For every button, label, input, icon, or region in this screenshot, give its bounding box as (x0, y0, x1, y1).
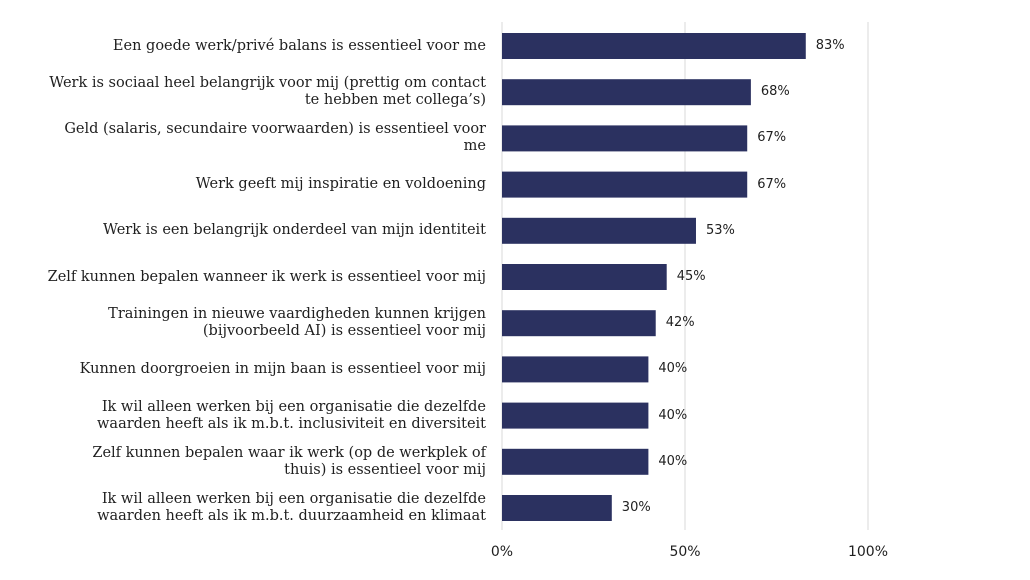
data-label: 68% (760, 84, 790, 100)
category-label: Werk is een belangrijk onderdeel van mij… (103, 222, 486, 239)
category-label: Werk geeft mij inspiratie en voldoening (195, 176, 486, 193)
data-label: 40% (658, 453, 688, 469)
bar (502, 125, 748, 152)
bar (502, 33, 806, 59)
category-label: Ik wil alleen werken bij een organisatie… (97, 491, 486, 524)
bar (502, 79, 751, 106)
bar (502, 402, 649, 429)
data-label: 30% (621, 500, 651, 515)
category-label: Trainingen in nieuwe vaardigheden kunnen… (108, 306, 486, 340)
category-label: Kunnen doorgroeien in mijn baan is essen… (79, 360, 486, 377)
bar (502, 171, 748, 198)
data-label: 42% (665, 315, 695, 331)
bar (502, 310, 656, 337)
category-label: Ik wil alleen werken bij een organisatie… (97, 398, 486, 432)
category-label: Zelf kunnen bepalen waar ik werk (op de … (92, 444, 486, 478)
data-label: 40% (658, 407, 688, 423)
data-label: 45% (676, 269, 706, 284)
x-tick-label: 100% (847, 544, 889, 560)
bar (502, 264, 667, 290)
x-tick-label: 50% (669, 544, 701, 560)
data-label: 67% (757, 176, 787, 192)
bar (502, 217, 696, 244)
category-label: Een goede werk/privé balans is essentiee… (112, 37, 486, 54)
data-label: 67% (757, 130, 787, 146)
category-label: Geld (salaris, secundaire voorwaarden) i… (64, 121, 486, 155)
category-label: Zelf kunnen bepalen wanneer ik werk is e… (47, 268, 486, 285)
data-label: 83% (815, 38, 845, 53)
data-label: 40% (658, 361, 688, 377)
x-tick-label: 0% (490, 544, 514, 560)
category-label: Werk is sociaal heel belangrijk voor mij… (49, 75, 486, 109)
bar (502, 448, 649, 475)
data-label: 53% (705, 222, 735, 238)
bar (502, 356, 649, 383)
bar (502, 495, 612, 521)
